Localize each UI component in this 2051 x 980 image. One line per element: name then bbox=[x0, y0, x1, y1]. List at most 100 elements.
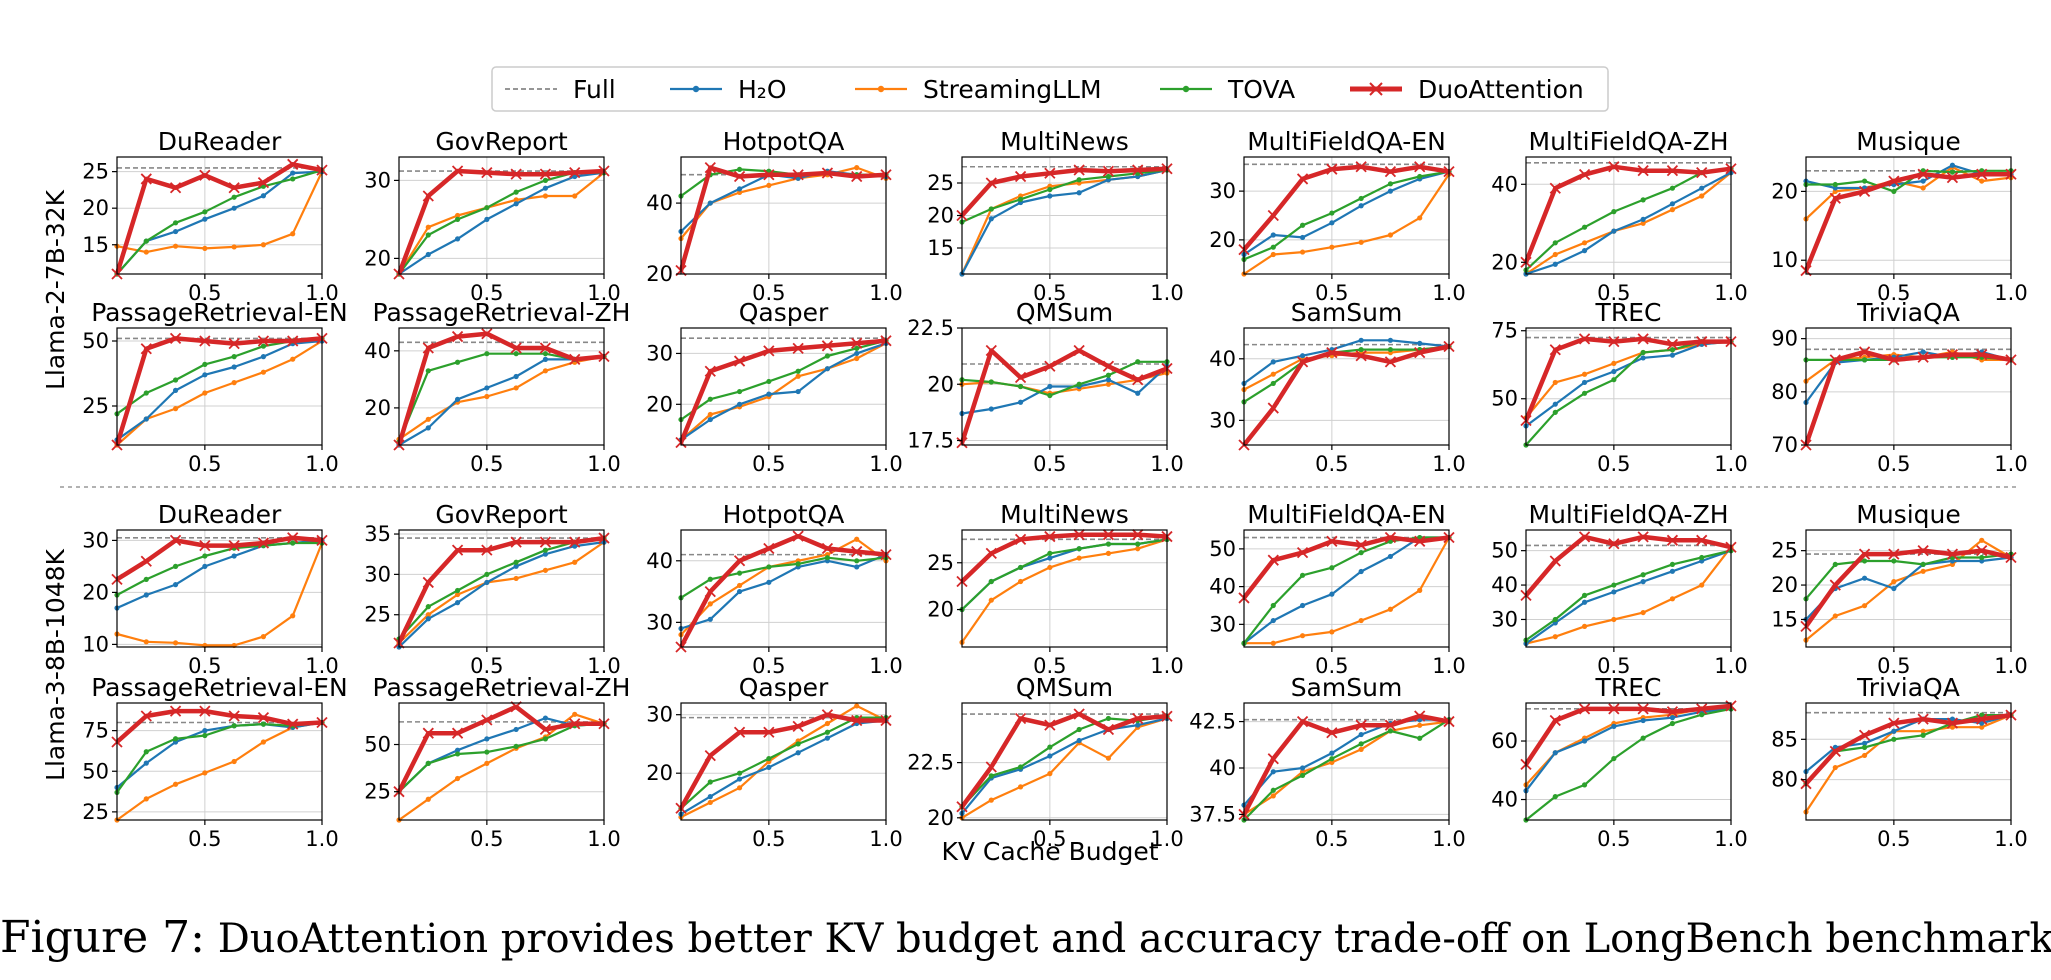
point-tova bbox=[513, 559, 519, 565]
x-tick-label: 1.0 bbox=[305, 452, 338, 476]
point-tova bbox=[1358, 195, 1364, 202]
x-tick-label: 1.0 bbox=[869, 281, 902, 305]
point-stream bbox=[484, 760, 490, 766]
point-stream bbox=[513, 385, 519, 391]
point-tova bbox=[1552, 616, 1558, 623]
point-tova bbox=[707, 779, 713, 785]
point-tova bbox=[1581, 592, 1588, 598]
point-duo bbox=[1326, 163, 1338, 175]
point-stream bbox=[454, 212, 461, 219]
legend-frame bbox=[491, 66, 1609, 112]
series-duo bbox=[396, 535, 605, 644]
panel-llama2-multifieldqa-en: 0.5 1.0 20 30 MultiFieldQA-EN bbox=[1209, 127, 1465, 305]
point-h2o bbox=[1047, 193, 1053, 199]
point-stream bbox=[290, 613, 296, 619]
point-h2o bbox=[484, 736, 490, 742]
point-h2o bbox=[1640, 216, 1646, 222]
panel-title: MultiFieldQA-EN bbox=[1247, 500, 1446, 529]
point-tova bbox=[290, 540, 296, 546]
legend-entry-full: Full bbox=[505, 75, 616, 104]
series-duo bbox=[678, 338, 887, 444]
point-duo bbox=[1326, 535, 1338, 547]
point-h2o bbox=[1581, 248, 1588, 254]
point-stream bbox=[1329, 629, 1335, 635]
point-duo bbox=[199, 169, 211, 181]
point-duo bbox=[569, 536, 581, 548]
panel-title: HotpotQA bbox=[723, 127, 845, 156]
point-stream bbox=[484, 393, 490, 400]
point-duo bbox=[422, 342, 434, 354]
point-tova bbox=[988, 379, 994, 385]
point-h2o bbox=[988, 216, 994, 222]
point-stream bbox=[1105, 550, 1112, 557]
series-stream bbox=[116, 340, 323, 446]
point-duo bbox=[792, 720, 804, 733]
point-h2o bbox=[172, 387, 179, 393]
panel-title: HotpotQA bbox=[723, 500, 845, 529]
panel-llama3-triviaqa: 0.5 1.0 80 85 TriviaQA bbox=[1771, 673, 2027, 851]
point-duo bbox=[1355, 539, 1367, 551]
y-tick-label: 15 bbox=[927, 236, 954, 260]
point-tova bbox=[202, 209, 208, 215]
series-duo bbox=[960, 711, 1168, 809]
point-duo bbox=[1696, 166, 1708, 179]
y-tick-label: 40 bbox=[646, 191, 673, 215]
point-h2o bbox=[1270, 359, 1276, 365]
point-duo bbox=[1355, 350, 1367, 362]
series-stream bbox=[1525, 340, 1732, 419]
point-stream bbox=[795, 373, 801, 379]
y-tick-label: 40 bbox=[1209, 756, 1236, 780]
point-duo bbox=[1549, 182, 1561, 194]
point-tova bbox=[736, 388, 743, 395]
point-duo bbox=[1414, 346, 1426, 359]
point-h2o bbox=[172, 582, 179, 588]
point-h2o bbox=[1387, 337, 1394, 343]
point-stream bbox=[707, 601, 713, 607]
panel-title: PassageRetrieval-EN bbox=[91, 673, 348, 702]
panel-title: TREC bbox=[1595, 673, 1662, 702]
point-duo bbox=[1696, 335, 1708, 348]
point-stream bbox=[1358, 617, 1364, 624]
point-tova bbox=[542, 351, 549, 357]
plot-frame bbox=[1805, 702, 2012, 821]
point-duo bbox=[257, 711, 270, 724]
point-h2o bbox=[425, 251, 431, 258]
y-tick-label: 35 bbox=[364, 522, 391, 546]
panel-llama3-hotpotqa: 0.5 1.0 30 40 HotpotQA bbox=[646, 500, 902, 678]
panel-llama2-passageretrieval-zh: 0.5 1.0 20 40 PassageRetrieval-ZH bbox=[364, 298, 630, 476]
point-tova bbox=[1669, 185, 1676, 191]
point-duo bbox=[1326, 346, 1338, 359]
series-stream bbox=[1805, 714, 2012, 813]
point-duo bbox=[1014, 371, 1027, 384]
point-stream bbox=[988, 597, 994, 603]
point-stream bbox=[1979, 178, 1985, 184]
point-tova bbox=[1891, 736, 1897, 742]
point-tova bbox=[1270, 602, 1276, 609]
point-h2o bbox=[1669, 352, 1676, 358]
point-duo bbox=[1296, 173, 1309, 185]
panel-title: Musique bbox=[1856, 500, 1960, 529]
point-tova bbox=[1076, 726, 1082, 733]
point-duo bbox=[821, 542, 834, 555]
series-tova bbox=[1525, 549, 1732, 641]
legend: Full H₂O StreamingLLM TOVA DuoAttention bbox=[491, 66, 1609, 112]
point-duo bbox=[763, 542, 775, 555]
point-tova bbox=[1699, 712, 1705, 718]
point-h2o bbox=[542, 356, 549, 362]
series-h2o bbox=[680, 342, 887, 441]
point-duo bbox=[1414, 161, 1426, 173]
point-h2o bbox=[736, 401, 743, 407]
point-duo bbox=[1888, 717, 1900, 729]
point-duo bbox=[821, 709, 834, 721]
point-duo bbox=[763, 345, 775, 357]
point-tova bbox=[1329, 756, 1335, 762]
point-duo bbox=[792, 342, 804, 354]
point-duo bbox=[1014, 170, 1027, 183]
point-tova bbox=[1135, 541, 1141, 547]
panel-llama2-samsum: 0.5 1.0 30 40 SamSum bbox=[1209, 298, 1465, 476]
point-duo bbox=[821, 340, 834, 352]
point-duo bbox=[1267, 554, 1279, 566]
series-tova bbox=[1243, 718, 1450, 821]
point-tova bbox=[1581, 782, 1588, 788]
series-h2o bbox=[1525, 549, 1732, 645]
